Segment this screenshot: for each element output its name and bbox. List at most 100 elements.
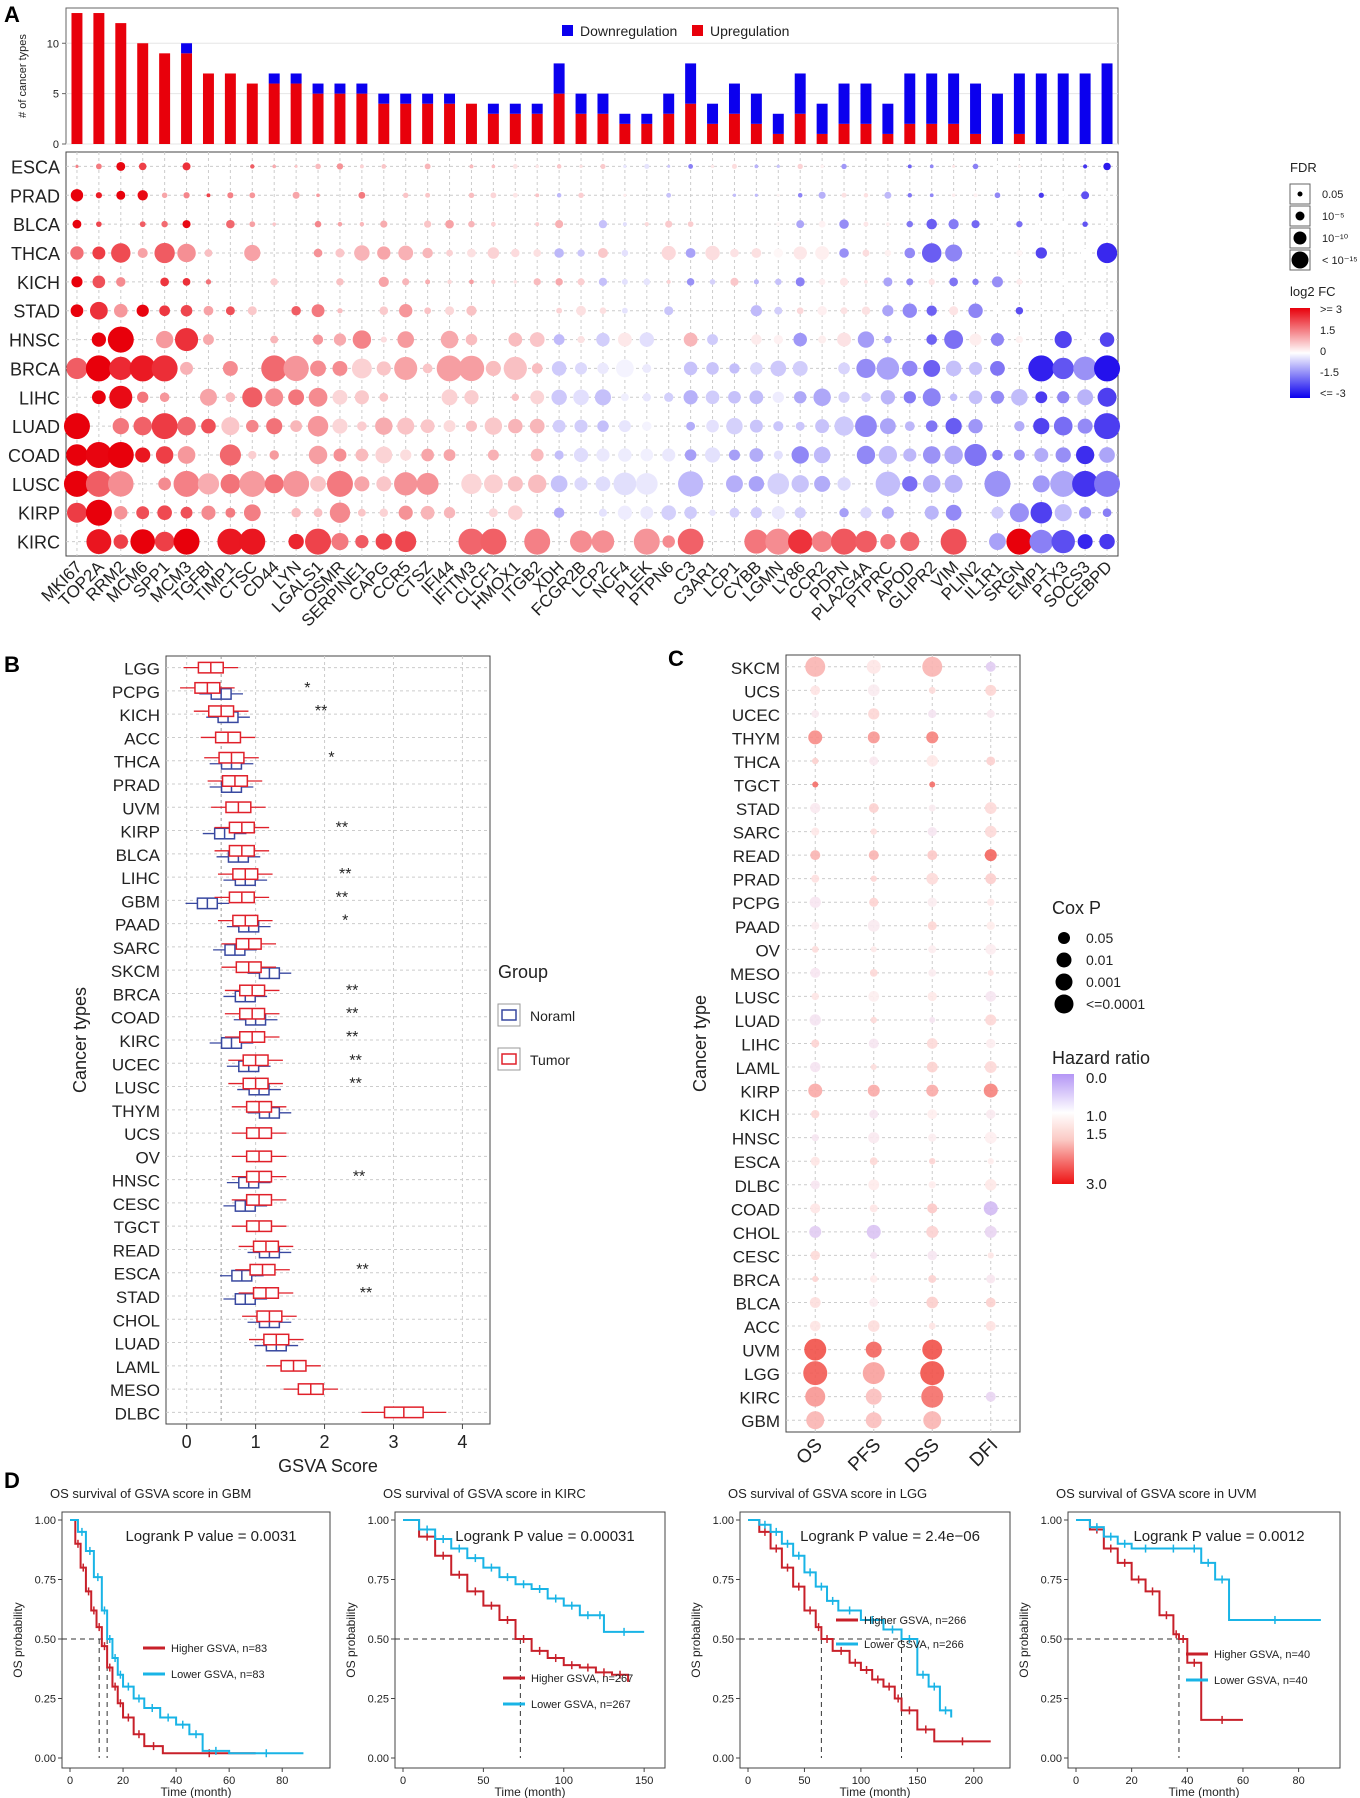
km-ylabel: OS probability xyxy=(1017,1602,1031,1677)
dot-HNSC-C3 xyxy=(683,332,698,347)
dot-LUAD-CCR5 xyxy=(397,417,415,435)
dot-PRAD-IL1R1 xyxy=(994,192,1001,199)
c-dot-READ-DFI xyxy=(984,849,997,862)
km-ytick-label: 1.00 xyxy=(1041,1515,1062,1527)
bar-up-PDPN xyxy=(838,123,850,144)
c-dot-THYM-OS xyxy=(808,730,823,745)
b-row-label-GBM: GBM xyxy=(121,892,160,911)
b-sig-ESCA: ** xyxy=(356,1262,368,1279)
dot-THCA-PLA2G4A xyxy=(862,249,870,257)
dot-KICH-C3 xyxy=(686,278,695,286)
bar-down-LYN xyxy=(290,73,302,84)
c-dot-CESC-DSS xyxy=(927,1250,938,1261)
km-xtick-label: 100 xyxy=(852,1775,870,1787)
dot-LUSC-CEBPD xyxy=(1094,470,1121,497)
c-size-legend-title: Cox P xyxy=(1052,898,1101,918)
dot-COAD-TOP2A xyxy=(85,442,112,468)
b-row-label-LAML: LAML xyxy=(116,1358,160,1377)
dot-KICH-VIM xyxy=(949,277,959,287)
dot-BRCA-XDH xyxy=(551,361,567,376)
c-dot-UCS-OS xyxy=(810,685,821,696)
b-sig-HNSC: ** xyxy=(353,1169,365,1186)
panel-c: C OS PFS DSS DFI Cancer type SKCM UCS UCEC THYM TH… xyxy=(668,646,1150,1477)
c-row-label-PRAD: PRAD xyxy=(733,871,780,890)
bar-down-PTPRC xyxy=(882,103,894,134)
c-dot-PCPG-DSS xyxy=(927,897,938,907)
dot-ESCA-LY86 xyxy=(797,163,803,170)
dot-ESCA-SRGN xyxy=(1017,164,1021,168)
dot-HNSC-IFITM3 xyxy=(465,333,478,346)
c-dot-CHOL-OS xyxy=(809,1225,822,1238)
dot-COAD-TIMP1 xyxy=(219,444,241,466)
dot-HNSC-FCGR2B xyxy=(577,335,585,344)
b-ylabel: Cancer types xyxy=(70,987,90,1093)
km-xtick-label: 0 xyxy=(1073,1775,1079,1787)
dot-BLCA-PTPRC xyxy=(886,222,890,226)
c-dot-THCA-PFS xyxy=(869,756,879,766)
c-dot-LUAD-DFI xyxy=(985,1014,997,1026)
dot-BLCA-CLCF1 xyxy=(490,221,496,227)
dot-KIRP-IFI44 xyxy=(443,507,456,519)
dot-THCA-APOD xyxy=(904,247,916,259)
dot-KIRC-VIM xyxy=(940,528,967,555)
dot-KIRP-MKI67 xyxy=(66,502,87,523)
dot-COAD-CLCF1 xyxy=(487,449,499,461)
c-dot-GBM-DSS xyxy=(923,1411,942,1430)
dot-LUSC-PLEK xyxy=(635,472,658,495)
c-row-label-PAAD: PAAD xyxy=(735,918,780,937)
bar-down-PTX3 xyxy=(1057,73,1069,144)
dot-COAD-CTSZ xyxy=(421,448,434,462)
dot-ESCA-VIM xyxy=(952,164,956,168)
dot-ESCA-CTSZ xyxy=(424,163,431,170)
dot-KIRP-CYBB xyxy=(750,507,762,519)
fdr-legend-dot xyxy=(1297,191,1303,197)
dot-COAD-EMP1 xyxy=(1034,447,1049,463)
dot-HNSC-SRGN xyxy=(1015,335,1024,344)
km-ytick-label: 0.50 xyxy=(368,1634,389,1646)
c-dot-LUSC-DFI xyxy=(985,991,997,1002)
c-dot-PCPG-DFI xyxy=(987,898,995,906)
dot-STAD-RRM2 xyxy=(113,303,128,318)
dot-LUSC-TOP2A xyxy=(85,470,112,497)
dot-HNSC-MCM3 xyxy=(174,328,199,352)
dot-LUSC-SOCS3 xyxy=(1072,470,1099,497)
bar-down-CEBPD xyxy=(1101,63,1113,144)
dot-PRAD-LGMN xyxy=(776,193,780,197)
dot-LIHC-IL1R1 xyxy=(990,390,1005,404)
dot-HNSC-CEBPD xyxy=(1099,332,1115,347)
dot-ESCA-SERPINE1 xyxy=(359,164,364,169)
c-dot-BLCA-OS xyxy=(809,1297,821,1308)
dot-LUSC-CCR2 xyxy=(814,475,831,492)
c-row-label-CHOL: CHOL xyxy=(733,1224,780,1243)
dot-BRCA-SPP1 xyxy=(151,355,178,382)
b-row-label-ESCA: ESCA xyxy=(114,1265,161,1284)
dot-LUAD-PTX3 xyxy=(1053,416,1073,436)
dot-BLCA-ITGB2 xyxy=(535,222,540,227)
dot-THCA-HMOX1 xyxy=(511,248,520,258)
c-dot-SARC-DFI xyxy=(984,825,997,838)
dot-ESCA-C3 xyxy=(688,164,694,169)
dot-LUAD-MKI67 xyxy=(63,413,90,440)
bar-up-IFI44 xyxy=(444,103,456,144)
dot-BRCA-PLIN2 xyxy=(968,361,983,375)
dot-ESCA-LCP2 xyxy=(600,163,606,170)
c-dot-LGG-PFS xyxy=(862,1362,885,1385)
fc-legend-label: 0 xyxy=(1320,346,1326,358)
dot-BLCA-GLIPR2 xyxy=(926,218,937,230)
row-label-HNSC: HNSC xyxy=(9,331,60,351)
dot-PRAD-FCGR2B xyxy=(578,192,584,198)
c-row-label-READ: READ xyxy=(733,847,780,866)
c-size-legend-dot xyxy=(1054,994,1074,1014)
dot-STAD-APOD xyxy=(902,303,917,318)
dot-BRCA-NCF4 xyxy=(615,359,634,378)
dot-LIHC-XDH xyxy=(551,389,567,405)
km-legend-lower-D2: Lower GSVA, n=267 xyxy=(531,1699,631,1711)
c-dot-KICH-OS xyxy=(811,1109,820,1119)
b-row-label-LUAD: LUAD xyxy=(115,1335,160,1354)
c-dot-STAD-PFS xyxy=(868,803,879,813)
dot-STAD-XDH xyxy=(556,307,563,314)
dot-COAD-CCR5 xyxy=(400,449,412,461)
dot-BRCA-LYN xyxy=(283,355,309,382)
km-ytick-label: 0.25 xyxy=(713,1694,734,1706)
c-dot-ESCA-OS xyxy=(810,1156,820,1166)
